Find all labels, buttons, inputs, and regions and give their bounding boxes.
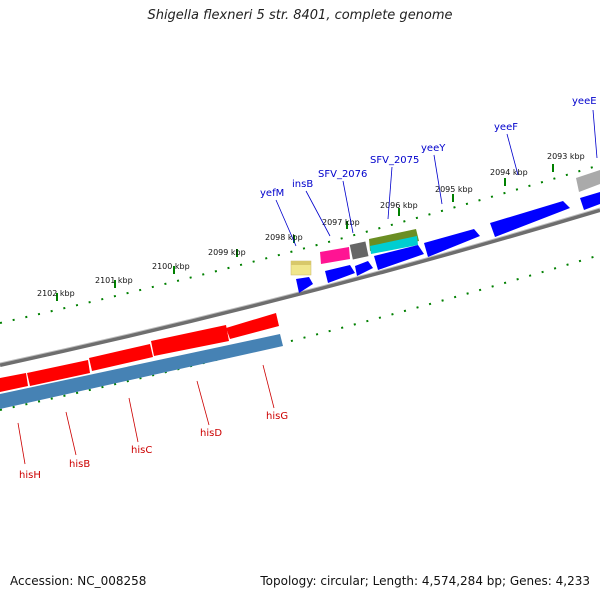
- tick-label: 2097 kbp: [322, 218, 360, 227]
- label-hisG: hisG: [266, 411, 288, 422]
- label-yeeF: yeeF: [494, 122, 518, 133]
- feature-yeeF[interactable]: [490, 201, 570, 237]
- feature-pseudo[interactable]: [576, 170, 600, 192]
- feature-cds-4[interactable]: [374, 245, 424, 270]
- label-hisD: hisD: [200, 428, 222, 439]
- tick-label: 2101 kbp: [95, 276, 133, 285]
- feature-yeeY[interactable]: [424, 229, 480, 257]
- leader-SFV_2076: [342, 180, 354, 234]
- feature-hisB[interactable]: [27, 360, 90, 386]
- feature-insB[interactable]: [320, 247, 350, 264]
- leader-hisG: [262, 364, 275, 409]
- leader-hisD: [196, 380, 210, 426]
- feature-yefM-shadow: [291, 261, 311, 265]
- tick-label: 2100 kbp: [152, 262, 190, 271]
- label-SFV_2075: SFV_2075: [370, 155, 419, 166]
- feature-hisG[interactable]: [226, 313, 279, 339]
- label-insB: insB: [292, 179, 313, 190]
- tick-label: 2102 kbp: [37, 289, 75, 298]
- feature-hisH[interactable]: [0, 373, 28, 392]
- genome-backbone: [0, 208, 600, 367]
- label-hisB: hisB: [69, 459, 90, 470]
- accession-label: Accession: NC_008258: [10, 574, 147, 588]
- feature-SFV_2075-inner: [370, 236, 418, 254]
- leader-insB: [305, 190, 331, 237]
- leader-yefM: [275, 199, 297, 247]
- tick-label: 2095 kbp: [435, 185, 473, 194]
- label-hisC: hisC: [131, 445, 152, 456]
- label-SFV_2076: SFV_2076: [318, 169, 367, 180]
- outer-ruler: [0, 164, 600, 324]
- leader-hisC: [128, 397, 139, 443]
- tick-label: 2093 kbp: [547, 152, 585, 161]
- feature-cds-1[interactable]: [296, 277, 313, 293]
- tick-label: 2099 kbp: [208, 248, 246, 257]
- leader-yeeF: [506, 133, 519, 176]
- leader-hisH: [17, 422, 26, 465]
- label-yefM: yefM: [260, 188, 284, 199]
- label-yeeY: yeeY: [421, 143, 446, 154]
- feature-cds-3[interactable]: [355, 261, 373, 276]
- feature-cds-2[interactable]: [325, 265, 355, 283]
- leader-yeeE: [592, 109, 598, 159]
- feature-yeeE[interactable]: [580, 192, 600, 210]
- feature-SFV_2076[interactable]: [349, 241, 369, 260]
- tick-label: 2096 kbp: [380, 201, 418, 210]
- feature-shadow-strand: [0, 334, 283, 409]
- tick-label: 2098 kbp: [265, 233, 303, 242]
- leader-hisB: [65, 411, 77, 456]
- genome-summary: Topology: circular; Length: 4,574,284 bp…: [260, 574, 590, 588]
- label-hisH: hisH: [19, 470, 41, 481]
- feature-hisD[interactable]: [151, 325, 229, 356]
- tick-label: 2094 kbp: [490, 168, 528, 177]
- map-title: Shigella flexneri 5 str. 8401, complete …: [147, 8, 453, 23]
- feature-hisC[interactable]: [89, 344, 153, 371]
- leader-yeeY: [433, 154, 443, 205]
- leader-SFV_2075: [387, 166, 393, 220]
- label-yeeE: yeeE: [572, 96, 597, 107]
